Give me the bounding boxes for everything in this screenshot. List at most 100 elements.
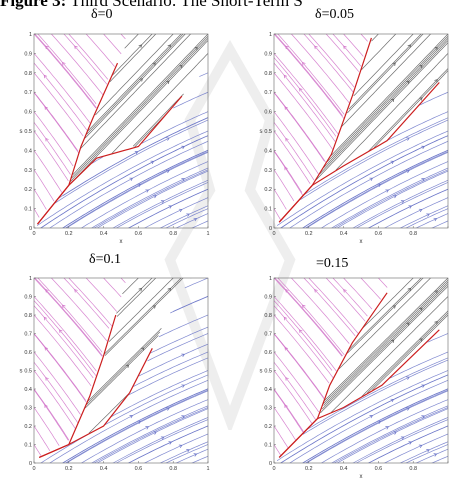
streamline-67 xyxy=(331,98,345,115)
x-tick-label: 0.4 xyxy=(100,466,108,472)
figure-label: Figure 3: xyxy=(0,0,67,10)
streamline-arrow-71 xyxy=(406,169,410,174)
streamline-21 xyxy=(447,462,448,463)
streamline-99 xyxy=(178,295,208,310)
streamline-48 xyxy=(141,111,208,144)
streamline-95 xyxy=(58,130,180,199)
y-tick-label: 0.7 xyxy=(264,332,272,338)
streamline-78 xyxy=(360,308,368,317)
streamlines xyxy=(34,278,208,463)
streamline-arrow-65 xyxy=(299,87,303,92)
streamline-34 xyxy=(308,278,359,334)
streamline-12 xyxy=(128,462,129,463)
streamline-47 xyxy=(36,130,208,226)
phase-plot-3-svg: 0 0.1 0.2 0.3 0.4 0.5 0.6 0.7 0.8 0.9 1 0 0.2 0.4 0.6 0… xyxy=(260,276,449,480)
streamline-9 xyxy=(352,417,448,463)
streamline-83 xyxy=(389,70,448,132)
streamline-arrow-78 xyxy=(152,305,156,309)
phase-plot-2: 0 0.1 0.2 0.3 0.4 0.5 0.6 0.7 0.8 0.9 1 0 0.2 0.4 0.6 0… xyxy=(14,274,214,483)
streamline-76 xyxy=(86,370,122,405)
streamline-42 xyxy=(330,34,448,156)
phase-plot-0-svg: 0 0.1 0.2 0.3 0.4 0.5 0.6 0.7 0.8 0.9 1 0 0.2 0.4 0.6 0… xyxy=(20,32,210,245)
x-tick-label: 1 xyxy=(206,466,209,472)
streamline-arrow-87 xyxy=(179,64,183,69)
streamline-arrow-64 xyxy=(125,364,130,368)
streamline-56 xyxy=(274,305,304,340)
streamline-73 xyxy=(54,162,122,204)
upper-boundary xyxy=(278,292,388,458)
streamline-40 xyxy=(95,34,174,116)
streamline-arrow-52 xyxy=(284,166,288,171)
x-tick-label: 0.8 xyxy=(169,466,177,472)
streamline-85 xyxy=(389,37,448,99)
streamline-75 xyxy=(319,130,362,175)
streamline-33 xyxy=(291,278,350,344)
streamline-45 xyxy=(93,407,208,463)
streamline-arrow-54 xyxy=(45,137,49,142)
x-tick-label: 0.2 xyxy=(65,231,73,237)
streamline-99 xyxy=(71,66,180,179)
streamline-59 xyxy=(34,34,64,67)
upper-boundary xyxy=(38,314,117,458)
streamline-arrow-18 xyxy=(193,217,198,222)
streamline-35 xyxy=(85,34,115,67)
streamline-arrow-96 xyxy=(434,79,438,83)
streamline-7 xyxy=(337,408,448,463)
streamline-65 xyxy=(277,278,333,340)
y-tick-label: 0.1 xyxy=(24,207,32,213)
y-tick-label: 0.8 xyxy=(264,71,272,77)
streamline-66 xyxy=(91,370,97,376)
streamline-77 xyxy=(347,98,362,114)
streamline-arrow-52 xyxy=(284,404,288,409)
streamline-42 xyxy=(184,278,208,289)
phase-plot-1-svg: 0 0.1 0.2 0.3 0.4 0.5 0.6 0.7 0.8 0.9 1 0 0.2 0.4 0.6 0… xyxy=(260,32,449,245)
streamline-arrow-6 xyxy=(385,426,390,430)
x-tick-label: 0.6 xyxy=(375,466,383,472)
streamline-92 xyxy=(178,149,208,164)
streamline-26 xyxy=(274,388,304,433)
streamline-88 xyxy=(87,339,151,402)
panel-2-title: δ=0.1 xyxy=(89,252,121,267)
streamline-79 xyxy=(120,278,153,310)
streamline-37 xyxy=(360,34,368,42)
streamline-71 xyxy=(305,195,362,228)
y-tick-label: 0.1 xyxy=(264,207,272,213)
streamline-57 xyxy=(62,370,87,403)
streamline-72 xyxy=(120,119,208,164)
streamline-57 xyxy=(302,339,334,379)
streamline-12 xyxy=(128,227,129,228)
streamline-21 xyxy=(447,227,448,228)
streamline-46 xyxy=(276,370,448,461)
streamline-arrow-76 xyxy=(140,347,145,351)
streamline-arrow-55 xyxy=(284,346,288,351)
streamline-40 xyxy=(353,34,414,97)
streamline-74 xyxy=(88,401,122,434)
y-tick-label: 0.3 xyxy=(264,406,272,412)
streamline-55 xyxy=(302,130,325,162)
streamline-27 xyxy=(34,370,76,430)
streamline-91 xyxy=(418,388,448,402)
streamline-1 xyxy=(49,379,208,463)
streamline-87 xyxy=(389,278,422,310)
streamline-58 xyxy=(274,34,304,67)
streamline-arrow-73 xyxy=(166,137,170,141)
streamline-16 xyxy=(399,227,401,228)
streamline-79 xyxy=(111,66,122,77)
y-tick-label: 0.8 xyxy=(24,71,32,77)
streamline-arrow-58 xyxy=(43,74,48,79)
panel-1-title: δ=0.05 xyxy=(315,7,354,22)
streamline-64 xyxy=(274,57,333,132)
streamline-58 xyxy=(34,305,64,340)
streamline-35 xyxy=(325,34,360,72)
streamline-75 xyxy=(360,278,424,340)
streamline-66 xyxy=(331,339,345,356)
streamline-39 xyxy=(116,278,157,317)
streamline-57 xyxy=(302,98,336,142)
streamline-64 xyxy=(274,300,333,371)
streamline-32 xyxy=(34,34,97,109)
streamline-arrow-86 xyxy=(419,307,423,311)
streamline-26 xyxy=(34,388,70,441)
streamline-63 xyxy=(320,401,333,413)
streamline-5 xyxy=(321,399,448,463)
streamline-arrow-66 xyxy=(59,329,63,333)
